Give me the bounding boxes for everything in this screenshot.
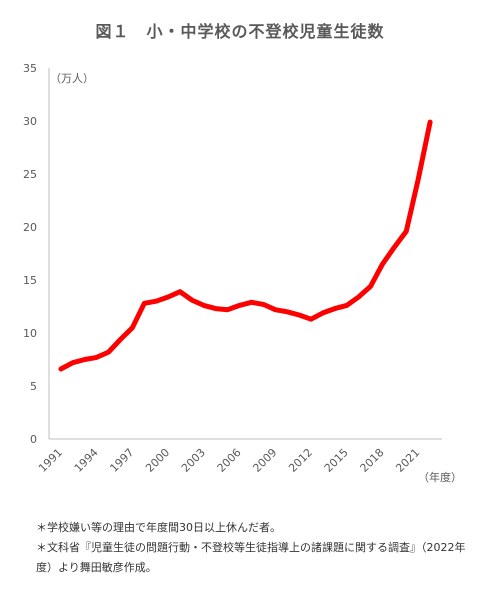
- series-line: [58, 119, 433, 372]
- y-tick-labels: 0 5 10 15 20 25 30 35: [23, 62, 37, 446]
- y-axis-unit-label: （万人）: [50, 72, 94, 85]
- footnote-2: ＊文科省『児童生徒の問題行動・不登校等生徒指導上の諸課題に関する調査』（2022…: [36, 541, 466, 574]
- x-tick-labels: 1991 1994 1997 2000 2003 2006 2009 2012 2015 2018…: [36, 446, 422, 475]
- x-tick-label: 2012: [286, 446, 315, 475]
- y-tick-label: 5: [30, 380, 37, 393]
- y-tick-label: 25: [23, 168, 37, 181]
- y-tick-label: 35: [23, 62, 37, 75]
- x-tick-label: 1994: [72, 446, 101, 475]
- y-tick-label: 30: [23, 115, 37, 128]
- footnotes: ＊学校嫌い等の理由で年度間30日以上休んだ者。 ＊文科省『児童生徒の問題行動・不…: [36, 518, 466, 578]
- series-lines: [58, 119, 433, 372]
- x-tick-label: 2003: [179, 446, 208, 475]
- y-tick-label: 15: [23, 274, 37, 287]
- x-tick-label: 1997: [107, 446, 136, 475]
- x-tick-label: 2006: [215, 446, 244, 475]
- x-tick-label: 2000: [143, 446, 172, 475]
- y-tick-label: 10: [23, 327, 37, 340]
- x-axis-unit-label: （年度）: [418, 470, 462, 484]
- y-tick-label: 20: [23, 221, 37, 234]
- x-tick-label: 2015: [322, 446, 351, 475]
- x-tick-label: 1991: [36, 446, 65, 475]
- x-tick-label: 2018: [358, 446, 387, 475]
- x-tick-label: 2009: [250, 446, 279, 475]
- footnote-1: ＊学校嫌い等の理由で年度間30日以上休んだ者。: [36, 521, 281, 534]
- chart-title: 図１ 小・中学校の不登校児童生徒数: [95, 22, 385, 41]
- y-tick-label: 0: [30, 433, 37, 446]
